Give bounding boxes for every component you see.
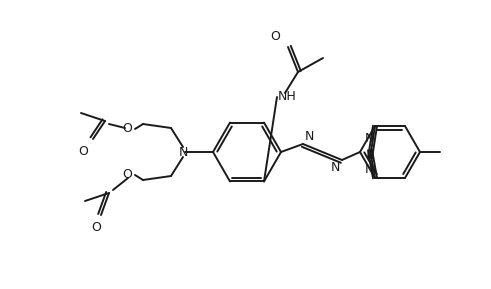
Text: N: N (364, 132, 374, 145)
Text: O: O (78, 145, 88, 158)
Text: O: O (91, 221, 101, 234)
Text: N: N (178, 145, 188, 158)
Text: N: N (305, 130, 314, 143)
Text: O: O (122, 168, 132, 181)
Text: N: N (330, 161, 340, 174)
Text: O: O (270, 30, 280, 43)
Text: N: N (364, 163, 374, 176)
Text: O: O (122, 123, 132, 136)
Text: NH: NH (278, 90, 297, 103)
